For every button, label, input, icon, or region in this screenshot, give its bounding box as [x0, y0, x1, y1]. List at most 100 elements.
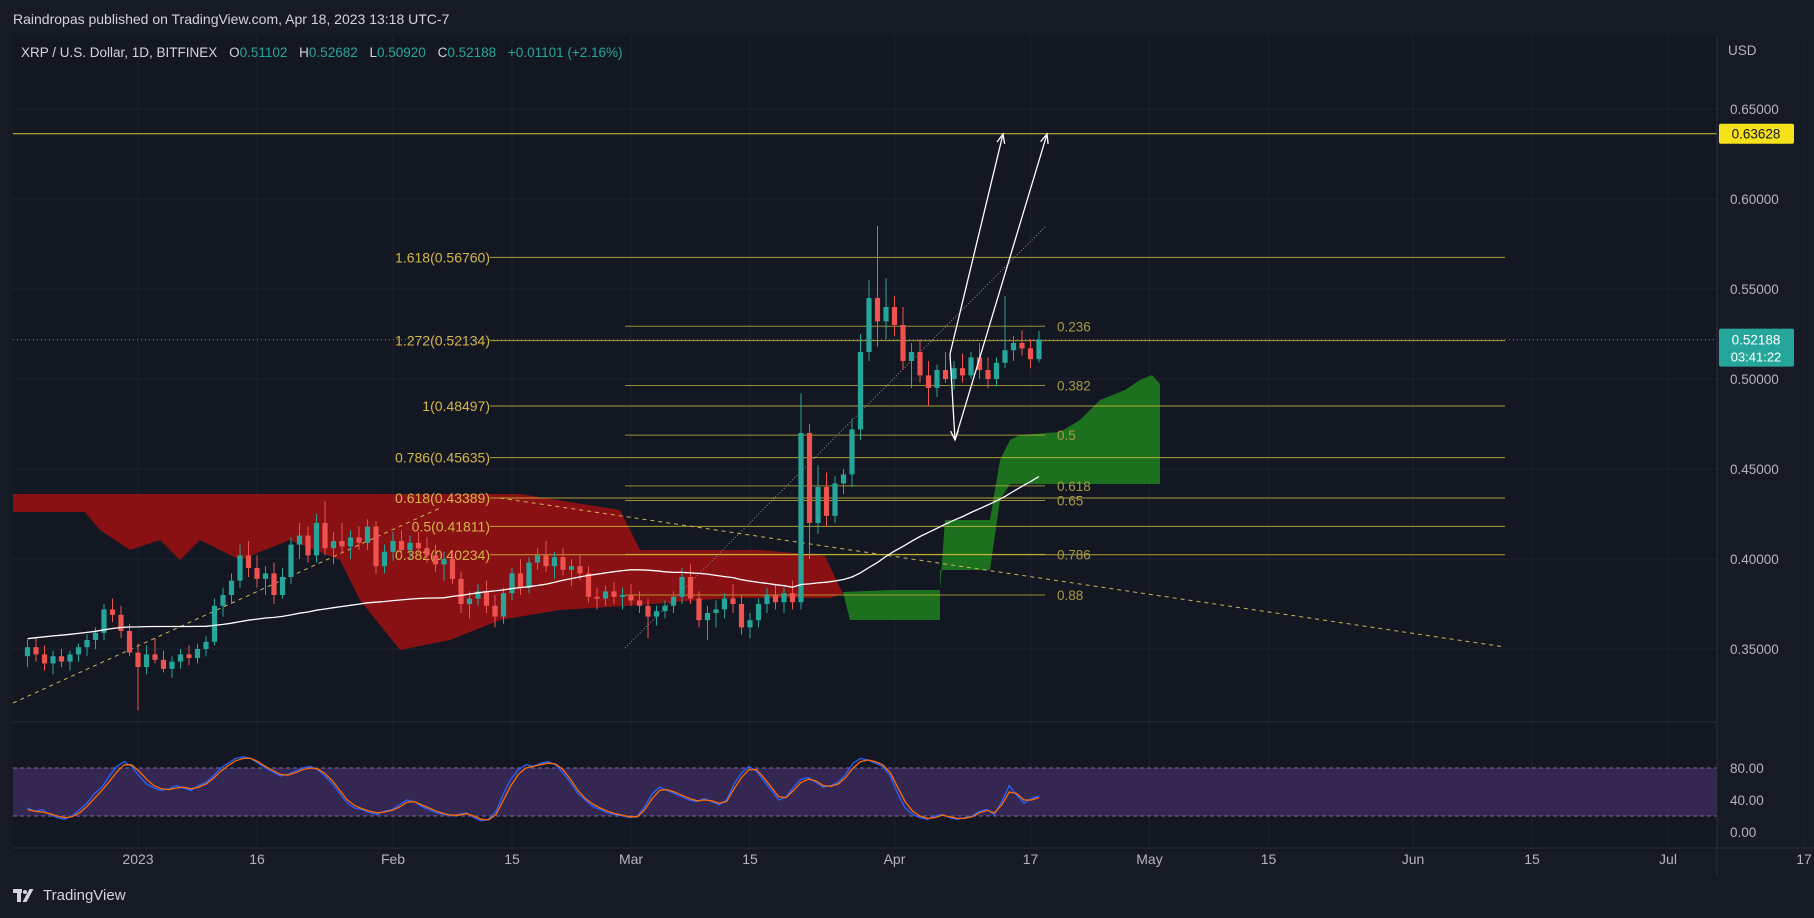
candle-body — [560, 557, 566, 570]
legend-high: 0.52682 — [308, 45, 358, 60]
price-tick-label: 0.45000 — [1730, 462, 1779, 477]
time-tick-label: 15 — [1261, 851, 1277, 867]
candle-body — [1019, 343, 1025, 349]
arrow-up-1 — [949, 133, 1004, 355]
candle-body — [798, 433, 804, 603]
fib-extension-label: 0.5(0.41811) — [412, 518, 490, 534]
candle-body — [135, 652, 141, 667]
ichimoku-cloud — [13, 375, 1160, 650]
price-tags: 0.63628 0.52188 03:41:22 — [1719, 123, 1794, 367]
candle-body — [364, 526, 371, 543]
candle-body — [551, 557, 558, 567]
legend-symbol: XRP / U.S. Dollar, 1D, BITFINEX — [21, 45, 218, 60]
candle-body — [347, 537, 354, 547]
price-tick-label: 0.40000 — [1730, 552, 1779, 567]
rsi-tick-label: 80.00 — [1730, 761, 1764, 776]
candle-body — [1010, 343, 1017, 351]
candle-body — [101, 609, 107, 633]
candle-body — [271, 573, 277, 595]
candle-body — [806, 433, 813, 523]
candlesticks — [24, 226, 1042, 711]
rsi-d-line — [27, 757, 1040, 821]
candle-body — [696, 598, 702, 621]
arrow-up-2 — [954, 133, 1048, 441]
candle-body — [840, 474, 847, 484]
candle-body — [483, 591, 490, 606]
ma-line — [27, 475, 1040, 640]
legend-change: +0.01101 (+2.16%) — [507, 45, 623, 60]
trendlines — [12, 225, 1506, 704]
candle-body — [262, 573, 269, 579]
countdown-text: 03:41:22 — [1731, 350, 1782, 365]
target-price-tag — [1719, 123, 1794, 144]
candle-body — [67, 654, 73, 662]
candle-body — [968, 357, 974, 376]
candle-body — [279, 577, 286, 595]
candle-body — [220, 595, 226, 606]
candle-body — [186, 654, 192, 658]
candle-body — [721, 598, 728, 610]
candle-body — [517, 573, 524, 588]
published-info: Raindropas published on TradingView.com,… — [13, 11, 450, 27]
candle-body — [687, 577, 694, 599]
grid — [13, 36, 1805, 848]
time-tick-label: 15 — [504, 851, 520, 867]
candle-body — [1036, 339, 1042, 360]
candle-body — [747, 620, 753, 628]
top-bar — [0, 0, 1814, 36]
candle-body — [662, 605, 668, 612]
rsi-tick-label: 0.00 — [1730, 825, 1756, 840]
candle-body — [152, 654, 158, 660]
candle-body — [458, 578, 464, 604]
candle-body — [407, 542, 413, 550]
time-tick-label: Feb — [381, 851, 405, 867]
time-tick-label: Jun — [1402, 851, 1425, 867]
rsi-pane — [13, 756, 1717, 822]
brand-name: TradingView — [43, 887, 126, 904]
candle-body — [925, 375, 932, 388]
fib-extension-label: 1.618(0.56760) — [395, 249, 490, 265]
candle-body — [254, 568, 260, 579]
time-tick-label: 17 — [1023, 851, 1039, 867]
last-price-text: 0.52188 — [1732, 333, 1781, 348]
time-tick-label: May — [1136, 851, 1162, 867]
candle-body — [619, 595, 626, 597]
candle-body — [849, 429, 855, 475]
candle-body — [713, 609, 719, 613]
candle-body — [466, 598, 473, 604]
candle-body — [755, 604, 762, 621]
candle-body — [1002, 350, 1008, 363]
fib-retracement-label: 0.618 — [1057, 479, 1091, 494]
chart-area[interactable] — [13, 36, 1717, 852]
candle-body — [177, 654, 184, 662]
candle-body — [305, 535, 311, 556]
candle-body — [526, 562, 532, 588]
candle-body — [934, 370, 940, 388]
candle-body — [1027, 348, 1034, 360]
arrow-up-2-head — [1040, 132, 1049, 145]
currency-label: USD — [1728, 43, 1757, 58]
time-tick-label: 15 — [1524, 851, 1540, 867]
candle-body — [577, 566, 583, 574]
candle-body — [75, 647, 82, 655]
candle-body — [823, 487, 830, 516]
candle-body — [891, 307, 898, 325]
candle-body — [203, 641, 209, 649]
candle-body — [441, 559, 447, 565]
candle-body — [509, 573, 515, 594]
candle-body — [543, 555, 549, 567]
candle-body — [143, 654, 150, 667]
candle-body — [993, 362, 1000, 379]
price-tick-label: 0.50000 — [1730, 372, 1779, 387]
candle-body — [942, 370, 949, 379]
candle-body — [415, 542, 422, 549]
candle-body — [398, 541, 405, 550]
candle-body — [602, 591, 609, 599]
target-price-text: 0.63628 — [1732, 127, 1781, 142]
candle-body — [679, 577, 685, 597]
candle-body — [781, 593, 787, 603]
descending-trendline — [499, 497, 1506, 648]
candle-body — [985, 370, 991, 379]
candle-body — [58, 656, 65, 662]
